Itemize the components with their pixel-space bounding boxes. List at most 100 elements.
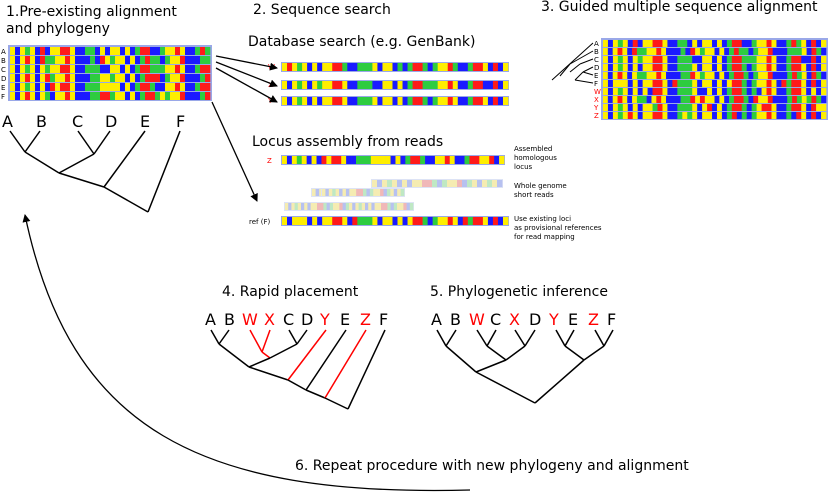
base-cell (482, 180, 488, 187)
note-line: Whole genome (514, 182, 567, 190)
base-cell (200, 74, 206, 82)
base-cell (165, 92, 171, 100)
row-label: B (594, 48, 599, 56)
base-cell (190, 83, 196, 91)
alignment-row-x (602, 95, 827, 104)
base-cell (170, 92, 176, 100)
base-cell (160, 83, 166, 91)
base-cell (816, 40, 822, 47)
base-cell (337, 63, 343, 71)
base-cell (627, 88, 634, 95)
base-cell (622, 40, 629, 47)
base-cell (317, 81, 323, 89)
base-cell (662, 56, 668, 63)
base-cell (672, 104, 678, 111)
base-cell (746, 88, 752, 95)
base-cell (373, 189, 377, 196)
base-cell (736, 80, 743, 87)
base-cell (322, 81, 328, 89)
base-cell (95, 56, 101, 64)
base-cell (313, 203, 318, 210)
base-cell (326, 156, 332, 164)
base-cell (627, 64, 634, 71)
base-cell (397, 189, 401, 196)
base-cell (736, 112, 743, 119)
base-cell (100, 74, 106, 82)
base-cell (195, 65, 201, 73)
base-cell (297, 81, 303, 89)
base-cell (362, 81, 368, 89)
note-line: Assembled (514, 145, 552, 153)
panel-3-alignment (601, 38, 828, 120)
base-cell (607, 64, 614, 71)
base-cell (811, 88, 817, 95)
base-cell (125, 65, 131, 73)
alignment-row-f (602, 79, 827, 88)
base-cell (322, 63, 328, 71)
base-cell (20, 65, 26, 73)
base-cell (25, 47, 31, 55)
base-cell (721, 40, 728, 47)
base-cell (397, 63, 403, 71)
base-cell (387, 97, 393, 105)
base-cell (400, 156, 406, 164)
base-cell (646, 72, 652, 79)
base-cell (412, 217, 418, 225)
leaf-label: F (176, 112, 185, 131)
base-cell (105, 56, 111, 64)
base-cell (741, 56, 748, 63)
base-cell (301, 156, 307, 164)
base-cell (120, 65, 126, 73)
base-cell (322, 189, 326, 196)
leaf-label: W (242, 310, 258, 329)
base-cell (383, 189, 388, 196)
base-cell (95, 65, 101, 73)
base-cell (170, 47, 176, 55)
base-cell (40, 56, 46, 64)
base-cell (675, 72, 681, 79)
leaf-label: A (205, 310, 216, 329)
base-cell (145, 65, 151, 73)
base-cell (627, 56, 634, 63)
base-cell (612, 56, 619, 63)
base-cell (651, 72, 657, 79)
base-cell (316, 156, 322, 164)
base-cell (467, 81, 474, 89)
base-cell (746, 64, 752, 71)
base-cell (801, 88, 807, 95)
base-cell (806, 96, 812, 103)
base-cell (25, 74, 31, 82)
base-cell (687, 40, 693, 47)
base-cell (35, 92, 41, 100)
base-cell (682, 88, 688, 95)
base-cell (420, 156, 426, 164)
panel-1-tree (9, 130, 181, 213)
base-cell (617, 48, 623, 55)
base-cell (432, 217, 438, 225)
base-cell (667, 112, 673, 119)
base-cell (748, 72, 754, 79)
locus-assembly-title: Locus assembly from reads (252, 134, 443, 150)
base-cell (811, 40, 817, 47)
base-cell (622, 64, 629, 71)
base-cell (652, 88, 658, 95)
base-cell (352, 63, 358, 71)
base-cell (115, 74, 121, 82)
base-cell (462, 63, 469, 71)
base-cell (617, 80, 624, 87)
assembled-locus-row (281, 155, 505, 165)
base-cell (707, 56, 713, 63)
base-cell (786, 56, 792, 63)
note-line: short reads (514, 191, 554, 199)
base-cell (821, 72, 827, 79)
base-cell (821, 64, 827, 71)
base-cell (125, 47, 131, 55)
base-cell (145, 74, 151, 82)
base-cell (726, 80, 733, 87)
base-cell (362, 217, 368, 225)
reference-sequence (281, 216, 509, 226)
base-cell (741, 88, 748, 95)
short-read (321, 188, 405, 197)
base-cell (40, 83, 46, 91)
base-cell (756, 80, 762, 87)
